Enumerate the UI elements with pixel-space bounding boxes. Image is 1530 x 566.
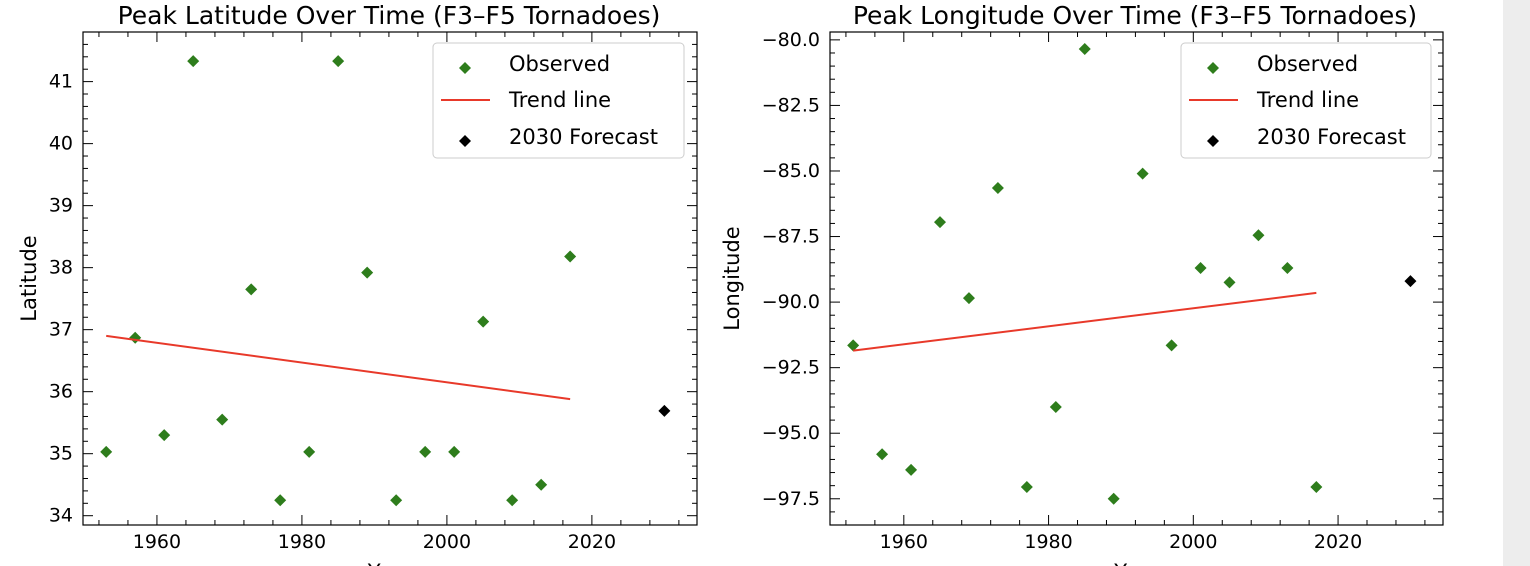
observed-point	[1165, 339, 1178, 352]
plot-frame	[829, 31, 1444, 526]
legend-swatch-forecast	[459, 135, 471, 147]
observed-point	[991, 182, 1004, 195]
forecast-point	[1404, 275, 1417, 288]
observed-point	[1281, 262, 1294, 275]
observed-point	[1136, 167, 1149, 180]
legend-label: Observed	[1257, 52, 1358, 76]
observed-point	[187, 55, 200, 68]
chart-title: Peak Longitude Over Time (F3–F5 Tornadoe…	[853, 1, 1417, 30]
x-tick-label: 2020	[568, 531, 616, 553]
observed-point	[245, 283, 258, 296]
observed-point	[1049, 400, 1062, 413]
y-tick-label: −95.0	[762, 422, 820, 444]
y-tick-label: 35	[49, 443, 73, 465]
legend-swatch-forecast	[1207, 135, 1219, 147]
x-tick-label: 1980	[1024, 531, 1072, 553]
observed-point	[535, 478, 548, 491]
observed-point	[1252, 229, 1265, 242]
y-axis-label: Longitude	[720, 226, 744, 330]
observed-point	[1020, 480, 1033, 493]
observed-point	[506, 494, 519, 507]
legend-label: 2030 Forecast	[509, 125, 658, 149]
observed-point	[448, 445, 461, 458]
observed-point	[216, 413, 229, 426]
legend-label: Trend line	[508, 88, 611, 112]
x-axis-label: Year	[367, 560, 413, 566]
y-tick-label: −90.0	[762, 291, 820, 313]
trend-line	[853, 291, 1317, 352]
observed-point	[564, 250, 577, 263]
y-tick-label: 37	[49, 319, 73, 341]
chart-2: Peak Longitude Over Time (F3–F5 Tornadoe…	[720, 1, 1444, 566]
y-tick-label: 41	[49, 71, 73, 93]
legend-label: Trend line	[1256, 88, 1359, 112]
chart-1: Peak Latitude Over Time (F3–F5 Tornadoes…	[17, 1, 698, 566]
legend-swatch-observed	[459, 62, 471, 74]
legend-label: 2030 Forecast	[1257, 125, 1406, 149]
y-tick-label: 34	[49, 505, 73, 527]
observed-point	[332, 55, 345, 68]
legend-box	[432, 42, 685, 159]
legend-box	[1180, 42, 1432, 159]
observed-point	[847, 339, 860, 352]
x-axis-label: Year	[1113, 560, 1159, 566]
axis-ticks	[830, 32, 1443, 526]
observed-point	[1078, 43, 1091, 56]
legend-swatch-observed	[1207, 62, 1219, 74]
x-tick-label: 1960	[880, 531, 928, 553]
legend-label: Observed	[509, 52, 610, 76]
observed-point	[1223, 276, 1236, 289]
observed-point	[905, 463, 918, 476]
y-tick-label: −85.0	[762, 160, 820, 182]
x-tick-label: 2020	[1314, 531, 1362, 553]
y-tick-label: 40	[49, 133, 73, 155]
observed-point	[1194, 262, 1207, 275]
observed-point	[303, 445, 316, 458]
chart-title: Peak Latitude Over Time (F3–F5 Tornadoes…	[118, 1, 661, 30]
x-tick-label: 2000	[423, 531, 471, 553]
scrollbar-track[interactable]	[1503, 0, 1530, 566]
legend: Observed Trend line 2030 Forecast	[1180, 42, 1432, 159]
observed-point	[1310, 480, 1323, 493]
observed-point	[100, 445, 113, 458]
y-tick-label: −97.5	[762, 488, 820, 510]
observed-point	[158, 429, 171, 442]
observed-point	[876, 448, 889, 461]
x-tick-label: 1960	[133, 531, 181, 553]
y-tick-label: −80.0	[762, 29, 820, 51]
x-tick-label: 1980	[278, 531, 326, 553]
observed-point	[962, 292, 975, 305]
trend-line	[106, 334, 571, 401]
y-tick-label: −92.5	[762, 357, 820, 379]
y-axis-label: Latitude	[17, 235, 41, 321]
plot-frame	[82, 31, 698, 526]
observed-point	[1107, 492, 1120, 505]
observed-point	[477, 315, 490, 328]
y-tick-label: 39	[49, 195, 73, 217]
legend: Observed Trend line 2030 Forecast	[432, 42, 685, 159]
observed-point	[274, 494, 287, 507]
forecast-point	[658, 404, 671, 417]
y-tick-label: 38	[49, 257, 73, 279]
y-tick-label: 36	[49, 381, 73, 403]
axis-ticks	[83, 31, 697, 525]
y-tick-label: −82.5	[762, 94, 820, 116]
observed-point	[390, 494, 403, 507]
observed-point	[129, 331, 142, 344]
observed-point	[361, 266, 374, 279]
observed-point	[419, 445, 432, 458]
y-tick-label: −87.5	[762, 226, 820, 248]
x-tick-label: 2000	[1169, 531, 1217, 553]
observed-point	[934, 216, 947, 229]
